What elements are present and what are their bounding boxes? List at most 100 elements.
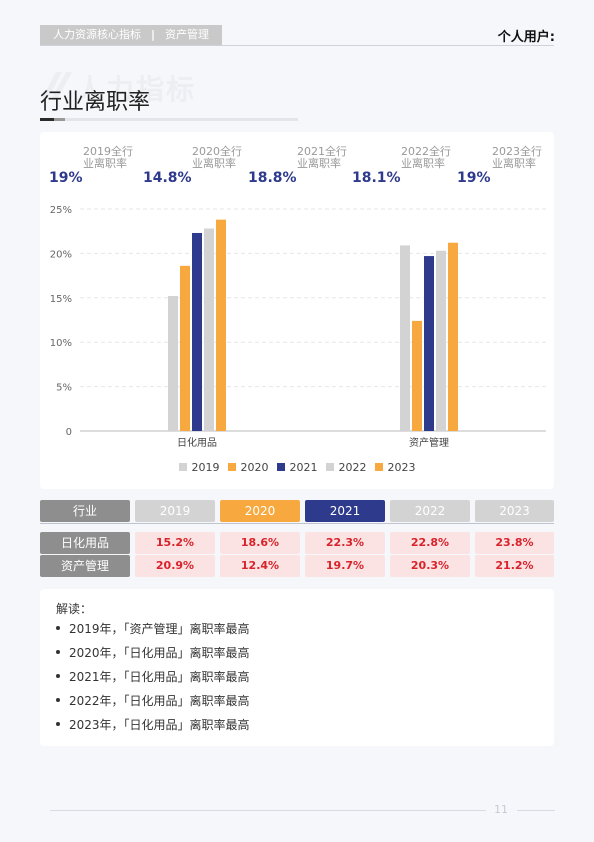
section-tag-right: 资产管理 [165, 28, 210, 41]
notes-item: 2019年，「资产管理」离职率最高 [56, 621, 250, 645]
table-cell: 20.3% [390, 555, 470, 577]
kpi-value-text: 19% [49, 170, 83, 186]
kpi-value-text: 18.8% [248, 170, 297, 186]
bar-2022-0 [204, 228, 214, 431]
bar-2022-1 [436, 250, 446, 431]
table-row-label: 资产管理 [40, 555, 130, 577]
bar-2021-0 [192, 232, 202, 431]
table-header-cell: 2019 [135, 500, 215, 522]
notes-item-text: 2021年，「日化用品」离职率最高 [69, 670, 250, 684]
table-cell: 15.2% [135, 532, 215, 554]
x-tick-label: 日化用品 [177, 436, 217, 449]
notes-item-text: 2019年，「资产管理」离职率最高 [69, 622, 250, 636]
legend-label: 2021 [289, 461, 318, 474]
bar-2020-1 [412, 320, 422, 431]
table-header-cell: 2022 [390, 500, 470, 522]
turnover-bar-chart: 0 5% 10% 15% 20% 25% 日化用品 资产管理 [50, 205, 546, 449]
title-underline-accent [40, 118, 54, 121]
bar-2019-0 [168, 296, 178, 431]
kpi-value-text: 19% [457, 170, 491, 186]
notes-item: 2021年，「日化用品」离职率最高 [56, 669, 250, 693]
table-header-cell: 2020 [220, 500, 300, 522]
table-row-label: 日化用品 [40, 532, 130, 554]
bullet-icon [56, 650, 60, 654]
bullet-icon [56, 722, 60, 726]
table-row: 日化用品 15.2% 18.6% 22.3% 22.8% 23.8% [40, 532, 554, 554]
bar-2023-0 [216, 219, 226, 431]
bullet-icon [56, 698, 60, 702]
footer-line-right [517, 810, 555, 811]
table-header-cell: 行业 [40, 500, 130, 522]
y-tick-label: 5% [56, 383, 72, 394]
section-tag-separator: | [151, 28, 156, 41]
table-cell: 12.4% [220, 555, 300, 577]
legend-swatch [325, 463, 334, 471]
table-header-cell: 2023 [475, 500, 554, 522]
legend-label: 2022 [338, 461, 367, 474]
bar-2020-0 [180, 265, 190, 431]
bar-2019-1 [400, 245, 410, 431]
x-tick-label: 资产管理 [409, 436, 449, 449]
legend-item: 2019 [178, 461, 220, 474]
table-header-cell: 2021 [305, 500, 385, 522]
kpi-value-text: 14.8% [143, 170, 192, 186]
notes-item: 2023年，「日化用品」离职率最高 [56, 717, 250, 741]
chart-legend: 2019 2020 2021 2022 2023 [40, 461, 554, 474]
notes-item-text: 2020年，「日化用品」离职率最高 [69, 646, 250, 660]
legend-item: 2023 [374, 461, 416, 474]
legend-label: 2023 [387, 461, 416, 474]
page-title: 行业离职率 [40, 90, 151, 115]
kpi-value-text: 18.1% [352, 170, 401, 186]
notes-item: 2020年，「日化用品」离职率最高 [56, 645, 250, 669]
title-underline-accent-secondary [54, 118, 65, 121]
header-divider [40, 45, 554, 46]
table-row: 资产管理 20.9% 12.4% 19.7% 20.3% 21.2% [40, 555, 554, 577]
bar-2023-1 [448, 242, 458, 431]
table-header-row: 行业 2019 2020 2021 2022 2023 [40, 500, 554, 522]
legend-swatch [374, 463, 383, 471]
notes-item-text: 2023年，「日化用品」离职率最高 [69, 718, 250, 732]
table-cell: 20.9% [135, 555, 215, 577]
bullet-icon [56, 626, 60, 630]
legend-label: 2020 [240, 461, 269, 474]
title-underline-track [40, 118, 298, 121]
bullet-icon [56, 674, 60, 678]
table-cell: 22.3% [305, 532, 385, 554]
bar-2021-1 [424, 256, 434, 431]
kpi-label-text: 2023全行业离职率 [492, 145, 542, 170]
kpi-label-text: 2021全行业离职率 [297, 145, 347, 170]
watermark-stripes-icon [42, 72, 72, 98]
y-tick-label: 10% [50, 338, 72, 349]
notes-title: 解读： [56, 602, 93, 616]
legend-label: 2019 [191, 461, 220, 474]
legend-swatch [178, 463, 187, 471]
y-tick-label: 25% [50, 205, 72, 216]
page-number: 11 [494, 803, 508, 816]
legend-item: 2022 [325, 461, 367, 474]
footer-line-left [50, 810, 486, 811]
table-cell: 18.6% [220, 532, 300, 554]
legend-item: 2020 [227, 461, 269, 474]
section-tag-left: 人力资源核心指标 [53, 28, 141, 41]
kpi-label-text: 2020全行业离职率 [192, 145, 242, 170]
table-cell: 19.7% [305, 555, 385, 577]
table-header-divider [40, 523, 554, 524]
kpi-label-text: 2019全行业离职率 [83, 145, 133, 170]
y-tick-label: 0 [66, 427, 72, 438]
user-label: 个人用户: [497, 30, 555, 45]
y-tick-label: 20% [50, 249, 72, 260]
watermark-text: 人力指标 [76, 73, 197, 106]
notes-list: 2019年，「资产管理」离职率最高 2020年，「日化用品」离职率最高 2021年，… [56, 621, 250, 741]
y-tick-label: 15% [50, 294, 72, 305]
legend-swatch [276, 463, 285, 471]
legend-item: 2021 [276, 461, 318, 474]
section-tag: 人力资源核心指标 | 资产管理 [40, 25, 223, 45]
table-cell: 23.8% [475, 532, 554, 554]
notes-item: 2022年，「日化用品」离职率最高 [56, 693, 250, 717]
chart-card: 19% 2019全行业离职率 14.8% 2020全行业离职率 18.8% 2021全行业… [40, 132, 554, 489]
table-cell: 22.8% [390, 532, 470, 554]
kpi-label-text: 2022全行业离职率 [401, 145, 451, 170]
notes-card: 解读： 2019年，「资产管理」离职率最高 2020年，「日化用品」离职率最高 20… [40, 589, 554, 746]
legend-swatch [227, 463, 236, 471]
table-cell: 21.2% [475, 555, 554, 577]
